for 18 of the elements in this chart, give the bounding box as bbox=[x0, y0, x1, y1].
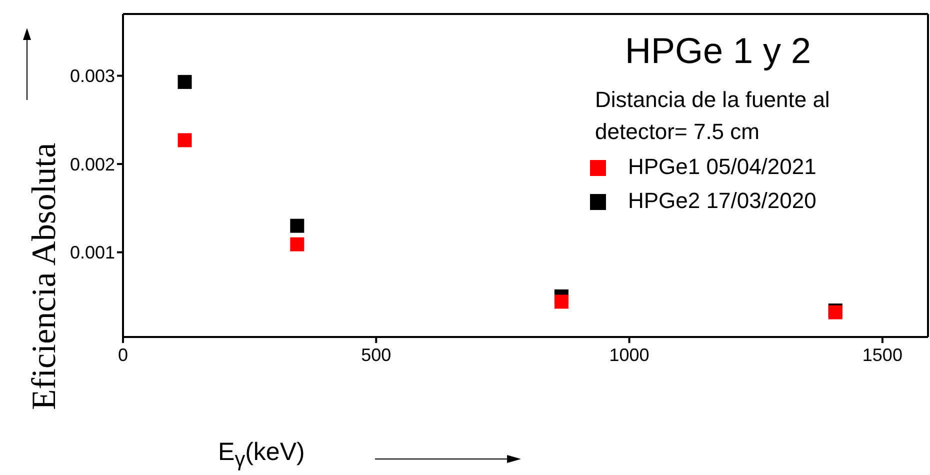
y-tick-label: 0.002 bbox=[70, 154, 115, 174]
point bbox=[554, 294, 568, 309]
annotation: Distancia de la fuente al detector= 7.5 cm bbox=[595, 86, 831, 146]
x-axis-title: E$_{γ}$(keV) bbox=[218, 438, 305, 472]
y-tick-label: 0.001 bbox=[70, 242, 115, 263]
legend-label: HPGe2 17/03/2020 bbox=[628, 188, 816, 213]
y-axis-title: Eficiencia Absoluta bbox=[26, 142, 63, 410]
text: HPGe 1 y 2 bbox=[625, 30, 812, 72]
point bbox=[178, 74, 192, 89]
point bbox=[290, 237, 304, 252]
x-tick-label: 1500 bbox=[862, 345, 902, 365]
point bbox=[178, 133, 192, 148]
x-tick-label: 500 bbox=[361, 345, 392, 365]
point bbox=[290, 218, 304, 233]
x-tick-label: 0 bbox=[118, 345, 128, 365]
y-tick-label: 0.003 bbox=[70, 66, 115, 86]
x-tick-label: 1000 bbox=[609, 345, 650, 365]
legend-label: HPGe1 05/04/2021 bbox=[628, 154, 816, 179]
